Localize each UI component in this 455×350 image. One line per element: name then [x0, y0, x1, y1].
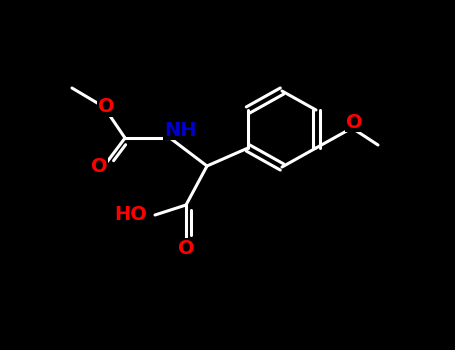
Text: O: O	[91, 158, 107, 176]
Text: NH: NH	[164, 120, 196, 140]
Text: HO: HO	[114, 205, 147, 224]
Text: O: O	[346, 112, 362, 132]
Text: O: O	[98, 98, 114, 117]
Text: O: O	[178, 238, 194, 258]
